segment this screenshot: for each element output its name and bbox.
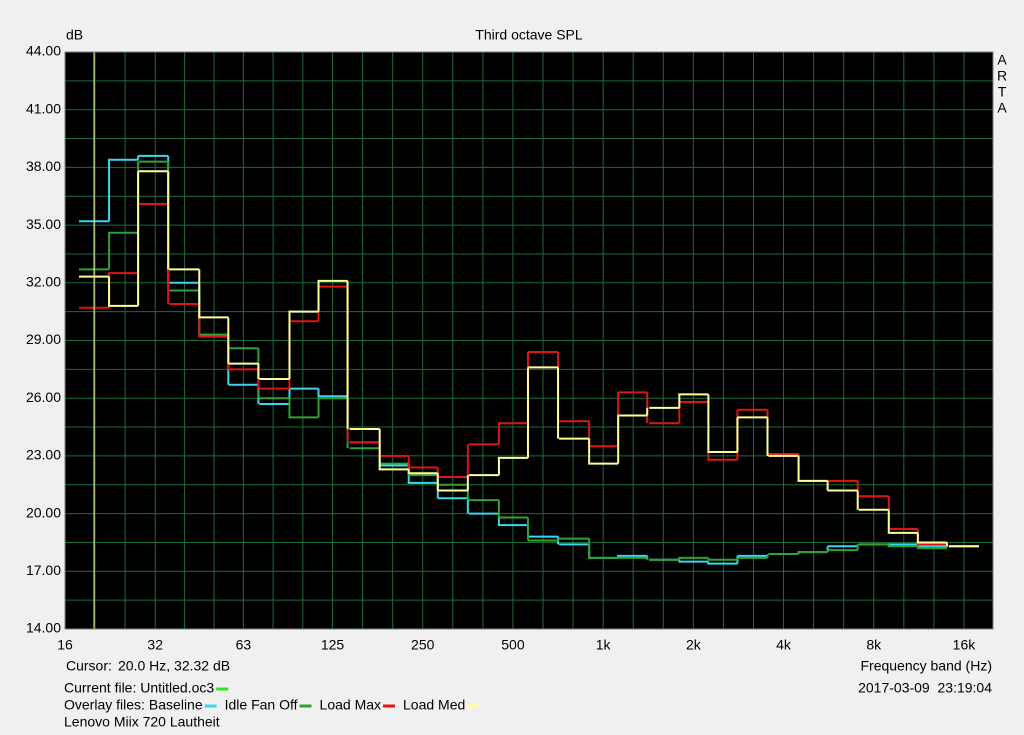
current-file: Current file: Untitled.oc3 (64, 680, 214, 696)
x-tick-label: 125 (321, 637, 345, 653)
plot-frame (64, 51, 994, 630)
y-tick-label: 41.00 (26, 100, 61, 116)
y-tick-label: 38.00 (26, 158, 61, 174)
y-axis-label: dB (66, 27, 83, 43)
note: Lenovo Miix 720 Lautheit (64, 714, 220, 730)
x-tick-label: 4k (776, 637, 792, 653)
series (79, 170, 979, 548)
chart-title: Third octave SPL (475, 27, 583, 43)
watermark-letter: T (998, 84, 1007, 100)
timestamp: 2017-03-09 23:19:04 (858, 680, 992, 696)
legend-label: Idle Fan Off (225, 697, 298, 713)
y-tick-label: 26.00 (26, 389, 61, 405)
y-tick-label: 44.00 (26, 43, 61, 59)
watermark-letter: A (997, 52, 1007, 68)
overlay-label: Overlay files: (64, 697, 145, 713)
legend-label: Baseline (149, 697, 203, 713)
y-tick-label: 29.00 (26, 331, 61, 347)
cursor-readout: 20.0 Hz, 32.32 dB (118, 658, 230, 674)
y-tick-label: 32.00 (26, 274, 61, 290)
cursor-label: Cursor: (66, 658, 112, 674)
y-tick-label: 14.00 (26, 620, 61, 636)
x-axis-label: Frequency band (Hz) (860, 658, 992, 674)
y-tick-label: 23.00 (26, 447, 61, 463)
watermark-letter: R (997, 68, 1007, 84)
x-tick-label: 63 (236, 637, 252, 653)
watermark-letter: A (997, 100, 1007, 116)
y-tick-label: 35.00 (26, 216, 61, 232)
x-tick-label: 2k (686, 637, 702, 653)
x-tick-label: 32 (147, 637, 163, 653)
legend-label: Load Med (403, 697, 465, 713)
x-tick-label: 16k (953, 637, 977, 653)
x-tick-label: 8k (866, 637, 882, 653)
legend-label: Load Max (320, 697, 381, 713)
x-tick-label: 16 (57, 637, 73, 653)
y-tick-label: 20.00 (26, 504, 61, 520)
x-tick-label: 250 (411, 637, 435, 653)
x-tick-label: 500 (501, 637, 525, 653)
x-tick-label: 1k (596, 637, 612, 653)
y-tick-label: 17.00 (26, 562, 61, 578)
